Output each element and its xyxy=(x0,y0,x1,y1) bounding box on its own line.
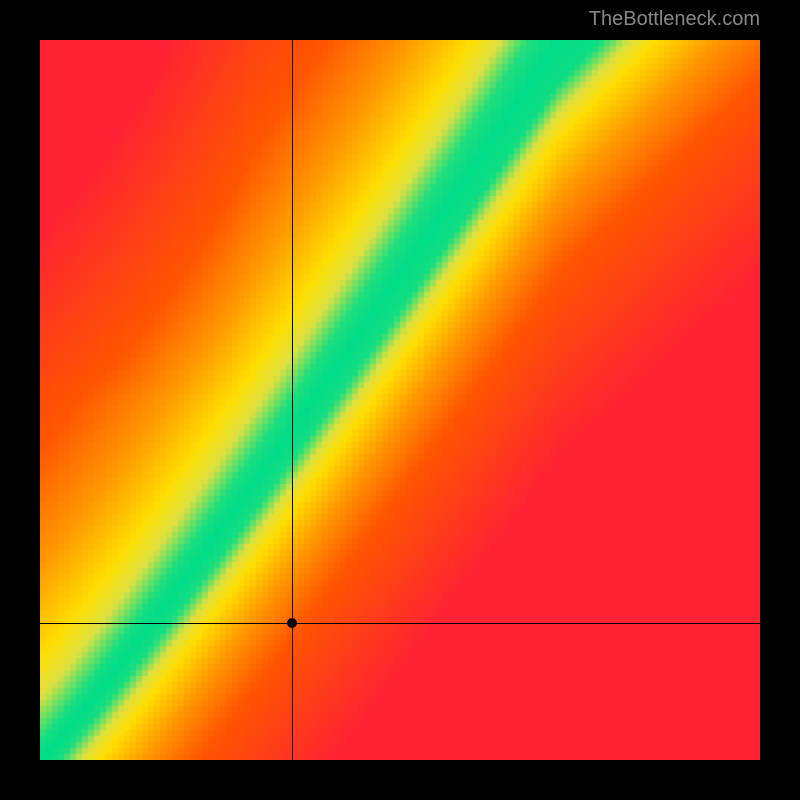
chart-container: TheBottleneck.com xyxy=(0,0,800,800)
crosshair-horizontal xyxy=(40,623,760,624)
crosshair-vertical xyxy=(292,40,293,760)
data-point-marker xyxy=(287,618,297,628)
chart-area: TheBottleneck.com xyxy=(0,0,800,800)
heatmap-canvas xyxy=(40,40,760,760)
watermark-text: TheBottleneck.com xyxy=(589,8,760,31)
